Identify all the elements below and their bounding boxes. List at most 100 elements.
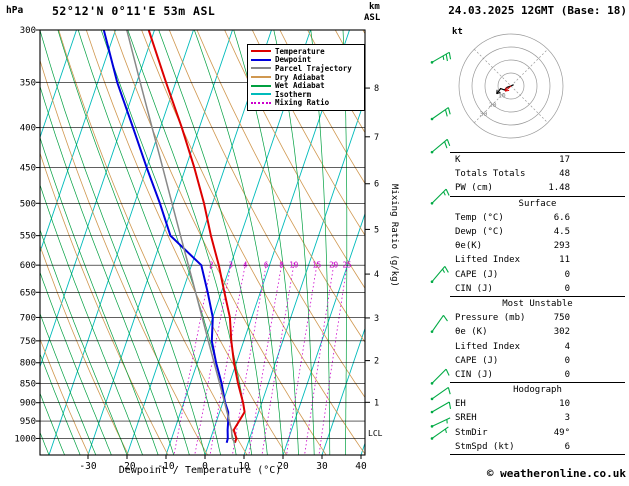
stats-section: K 17 Totals Totals 48 PW (cm) 1.48 — [450, 153, 625, 197]
stat-value: 0 — [564, 283, 570, 294]
svg-text:600: 600 — [20, 261, 36, 271]
legend-swatch-parcel-trajectory — [251, 67, 271, 70]
dry-adiabats — [40, 30, 365, 455]
svg-text:400: 400 — [20, 124, 36, 134]
pressure-gridlines — [40, 30, 365, 439]
svg-text:10: 10 — [238, 461, 250, 472]
svg-text:1: 1 — [374, 398, 379, 408]
svg-text:2: 2 — [209, 261, 214, 270]
legend-item: Temperature — [251, 47, 361, 56]
svg-text:550: 550 — [20, 232, 36, 242]
temp-tick-labels: -30 -20 -10 0 10 20 30 40 — [79, 455, 367, 472]
stat-label: StmSpd (kt) — [455, 441, 515, 452]
stat-label: Lifted Index — [455, 255, 521, 266]
svg-text:7: 7 — [374, 133, 379, 143]
stat-value: 293 — [553, 241, 570, 252]
legend-swatch-dry-adiabat — [251, 76, 271, 79]
svg-text:450: 450 — [20, 164, 36, 174]
svg-text:850: 850 — [20, 379, 36, 389]
hodo-ring-label: 30 — [480, 110, 488, 118]
chart-legend: Temperature Dewpoint Parcel Trajectory Dry … — [247, 44, 365, 112]
stat-label: Totals Totals — [455, 169, 526, 180]
mixing-ratio-axis-label: Mixing Ratio (g/kg) — [389, 184, 399, 287]
datetime-title: 24.03.2025 12GMT (Base: 18) — [448, 4, 627, 17]
altitude-unit-km: km — [369, 2, 380, 12]
stat-value: 17 — [559, 155, 570, 166]
svg-text:4: 4 — [374, 270, 379, 280]
stat-row: CAPE (J) 0 — [450, 268, 625, 282]
stat-row: Lifted Index 11 — [450, 253, 625, 267]
stat-label: CAPE (J) — [455, 355, 499, 366]
hodo-ring — [497, 72, 525, 100]
legend-item: Dewpoint — [251, 55, 361, 64]
wind-barb — [430, 107, 451, 121]
svg-text:3: 3 — [374, 314, 379, 324]
svg-text:6: 6 — [264, 261, 269, 270]
stat-value: 3 — [564, 413, 570, 424]
stat-row: CIN (J) 0 — [450, 282, 625, 296]
stat-value: 0 — [564, 369, 570, 380]
svg-text:800: 800 — [20, 359, 36, 369]
svg-text:950: 950 — [20, 417, 36, 427]
stat-label: StmDir — [455, 427, 488, 438]
stat-label: CAPE (J) — [455, 269, 499, 280]
stat-row: K 17 — [450, 153, 625, 167]
svg-text:5: 5 — [374, 225, 379, 235]
legend-swatch-isotherm — [251, 93, 271, 96]
svg-text:350: 350 — [20, 78, 36, 88]
stats-section-header: Most Unstable — [502, 298, 573, 309]
stat-label: K — [455, 155, 461, 166]
hodo-ring — [458, 33, 564, 139]
hodo-ring — [471, 46, 551, 126]
stat-row: CIN (J) 0 — [450, 368, 625, 382]
temperature-curve — [147, 30, 246, 444]
stat-label: θe (K) — [455, 327, 488, 338]
hodograph-unit-label: kt — [452, 27, 463, 37]
stat-row: Dewp (°C) 4.5 — [450, 225, 625, 239]
svg-text:3: 3 — [229, 261, 234, 270]
stat-row: θe(K) 293 — [450, 239, 625, 253]
svg-text:15: 15 — [312, 261, 321, 270]
wind-barb — [430, 266, 449, 284]
legend-label: Dry Adiabat — [275, 72, 325, 82]
stat-value: 6.6 — [553, 212, 570, 223]
legend-item: Parcel Trajectory — [251, 64, 361, 73]
stat-value: 11 — [559, 255, 570, 266]
svg-text:10: 10 — [289, 261, 299, 270]
stat-row: PW (cm) 1.48 — [450, 181, 625, 195]
legend-label: Parcel Trajectory — [275, 63, 352, 73]
svg-text:650: 650 — [20, 288, 36, 298]
stat-label: Temp (°C) — [455, 212, 504, 223]
stat-label: θe(K) — [455, 241, 483, 252]
hodo-arrowhead — [504, 87, 507, 92]
stat-label: PW (cm) — [455, 183, 493, 194]
mixing-ratio-lines — [173, 262, 348, 454]
svg-text:4: 4 — [243, 261, 248, 270]
wind-barb — [430, 401, 452, 414]
stat-value: 0 — [564, 355, 570, 366]
svg-text:900: 900 — [20, 399, 36, 409]
svg-text:0: 0 — [202, 461, 208, 472]
svg-text:1000: 1000 — [14, 434, 36, 444]
plot-border — [39, 29, 366, 456]
legend-item: Wet Adiabat — [251, 81, 361, 90]
stat-row: CAPE (J) 0 — [450, 354, 625, 368]
isotherms — [40, 30, 365, 455]
stat-value: 49° — [553, 427, 570, 438]
wind-barb — [430, 138, 451, 154]
stat-label: EH — [455, 399, 466, 410]
stat-label: Dewp (°C) — [455, 227, 504, 238]
parcel-trajectory-curve — [126, 30, 236, 444]
legend-swatch-temperature — [251, 50, 271, 53]
stat-row: StmSpd (kt) 6 — [450, 440, 625, 454]
svg-text:-30: -30 — [79, 461, 96, 472]
dewpoint-curve — [102, 30, 230, 444]
stat-row: EH 10 — [450, 397, 625, 411]
wind-barb — [430, 426, 449, 440]
stat-label: SREH — [455, 413, 477, 424]
hodo-ring — [484, 59, 538, 113]
svg-text:8: 8 — [279, 261, 284, 270]
stats-section-header: Surface — [518, 198, 557, 209]
